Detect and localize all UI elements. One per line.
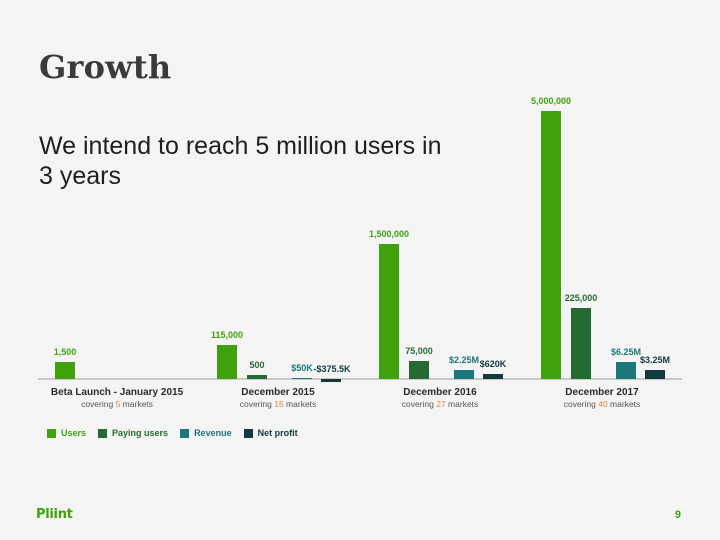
legend-item-revenue: Revenue bbox=[180, 428, 232, 438]
data-label-revenue-1: $50K bbox=[291, 363, 313, 373]
bar-revenue-3 bbox=[616, 362, 636, 379]
bar-net-profit-2 bbox=[483, 374, 503, 379]
data-label-users-2: 1,500,000 bbox=[369, 229, 409, 239]
category-label-3: December 2017 bbox=[565, 387, 639, 398]
legend-label: Net profit bbox=[257, 428, 298, 438]
legend-item-users: Users bbox=[47, 428, 86, 438]
company-logo: Pliint bbox=[36, 507, 73, 522]
data-label-net-profit-1: -$375.5K bbox=[313, 364, 351, 374]
bar-paying-users-2 bbox=[409, 361, 429, 379]
legend-swatch bbox=[243, 428, 253, 438]
bar-net-profit-3 bbox=[645, 370, 665, 379]
category-sublabel-3: covering 40 markets bbox=[564, 399, 641, 409]
data-label-users-1: 115,000 bbox=[211, 330, 243, 340]
legend-item-net-profit: Net profit bbox=[243, 428, 298, 438]
bar-users-2 bbox=[379, 244, 399, 379]
legend-swatch bbox=[180, 428, 190, 438]
bar-paying-users-1 bbox=[247, 375, 267, 379]
data-label-paying-users-2: 75,000 bbox=[405, 346, 433, 356]
page-number: 9 bbox=[674, 509, 681, 521]
data-label-revenue-2: $2.25M bbox=[449, 355, 479, 365]
bar-revenue-1 bbox=[292, 378, 312, 379]
bar-net-profit-1 bbox=[321, 379, 341, 382]
category-label-2: December 2016 bbox=[403, 387, 477, 398]
chart-legend: Users Paying users Revenue Net profit bbox=[47, 428, 298, 438]
category-label-0: Beta Launch - January 2015 bbox=[51, 387, 184, 398]
data-label-net-profit-2: $620K bbox=[480, 359, 507, 369]
data-label-users-0: 1,500 bbox=[54, 347, 77, 357]
data-label-net-profit-3: $3.25M bbox=[640, 355, 670, 365]
data-label-paying-users-3: 225,000 bbox=[565, 293, 598, 303]
bar-paying-users-3 bbox=[571, 308, 591, 379]
data-label-users-3: 5,000,000 bbox=[531, 96, 571, 106]
bar-users-1 bbox=[217, 345, 237, 379]
category-sublabel-2: covering 27 markets bbox=[402, 399, 479, 409]
bar-users-0 bbox=[55, 362, 75, 379]
data-label-revenue-3: $6.25M bbox=[611, 347, 641, 357]
legend-label: Paying users bbox=[112, 428, 169, 438]
legend-label: Revenue bbox=[194, 428, 232, 438]
legend-item-paying-users: Paying users bbox=[98, 428, 168, 438]
slide-subtitle: We intend to reach 5 million users in 3 … bbox=[39, 132, 442, 190]
legend-label: Users bbox=[61, 428, 87, 438]
slide-title: Growth bbox=[39, 48, 172, 86]
category-sublabel-0: covering 5 markets bbox=[81, 399, 153, 409]
bar-users-3 bbox=[541, 111, 561, 379]
data-label-paying-users-1: 500 bbox=[249, 360, 264, 370]
category-sublabel-1: covering 15 markets bbox=[240, 399, 317, 409]
bar-revenue-2 bbox=[454, 370, 474, 379]
category-label-1: December 2015 bbox=[241, 387, 315, 398]
legend-swatch bbox=[47, 428, 56, 438]
legend-swatch bbox=[98, 428, 108, 438]
